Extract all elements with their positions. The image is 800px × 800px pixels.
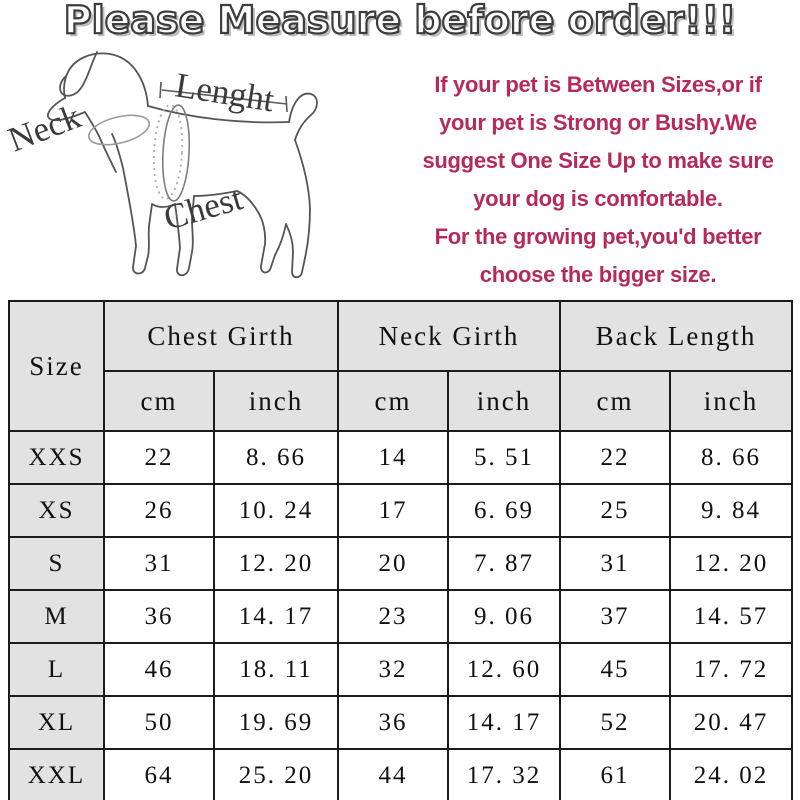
value-cell: 14 bbox=[337, 430, 449, 485]
value-cell: 45 bbox=[559, 642, 671, 697]
back-inch-header: inch bbox=[669, 370, 793, 432]
table-group-header-row: Size Chest Girth Neck Girth Back Length bbox=[8, 300, 793, 432]
value-cell: 22 bbox=[103, 430, 215, 485]
notice-line-4: your dog is comfortable. bbox=[473, 186, 723, 211]
table-row-xxs: XXS 22 8. 66 14 5. 51 22 8. 66 bbox=[8, 430, 793, 485]
value-cell: 10. 24 bbox=[213, 483, 339, 538]
value-cell: 36 bbox=[337, 695, 449, 750]
size-cell: M bbox=[8, 589, 105, 644]
length-label: Lenght bbox=[173, 65, 277, 119]
value-cell: 46 bbox=[103, 642, 215, 697]
dog-diagram-svg: Neck Lenght Chest bbox=[3, 51, 318, 279]
value-cell: 22 bbox=[559, 430, 671, 485]
table-row-xxl: XXL 64 25. 20 44 17. 32 61 24. 02 bbox=[8, 748, 793, 800]
page-title: Please Measure before order!!! bbox=[63, 0, 738, 43]
back-cm-header: cm bbox=[559, 370, 671, 432]
neck-girth-header: Neck Girth bbox=[337, 300, 561, 372]
value-cell: 23 bbox=[337, 589, 449, 644]
value-cell: 25 bbox=[559, 483, 671, 538]
back-length-header: Back Length bbox=[559, 300, 793, 372]
value-cell: 31 bbox=[103, 536, 215, 591]
value-cell: 20 bbox=[337, 536, 449, 591]
dog-hind-leg-far bbox=[236, 190, 287, 274]
table-row-xl: XL 50 19. 69 36 14. 17 52 20. 47 bbox=[8, 695, 793, 750]
chest-cm-header: cm bbox=[103, 370, 215, 432]
value-cell: 20. 47 bbox=[669, 695, 793, 750]
value-cell: 9. 06 bbox=[447, 589, 561, 644]
value-cell: 50 bbox=[103, 695, 215, 750]
value-cell: 64 bbox=[103, 748, 215, 800]
value-cell: 32 bbox=[337, 642, 449, 697]
value-cell: 12. 60 bbox=[447, 642, 561, 697]
size-cell: XXS bbox=[8, 430, 105, 485]
value-cell: 52 bbox=[559, 695, 671, 750]
value-cell: 6. 69 bbox=[447, 483, 561, 538]
value-cell: 7. 87 bbox=[447, 536, 561, 591]
value-cell: 14. 17 bbox=[447, 695, 561, 750]
chest-label: Chest bbox=[159, 178, 247, 238]
size-cell: XS bbox=[8, 483, 105, 538]
length-measure-line bbox=[159, 81, 288, 113]
notice-line-3: suggest One Size Up to make sure bbox=[422, 148, 774, 173]
dog-measurement-diagram: Neck Lenght Chest bbox=[0, 48, 410, 298]
table-row-m: M 36 14. 17 23 9. 06 37 14. 57 bbox=[8, 589, 793, 644]
notice-line-2: your pet is Strong or Bushy.We bbox=[439, 110, 757, 135]
notice-line-1: If your pet is Between Sizes,or if bbox=[434, 72, 762, 97]
value-cell: 8. 66 bbox=[669, 430, 793, 485]
neck-label: Neck bbox=[3, 96, 86, 159]
size-chart-table: Size Chest Girth Neck Girth Back Length … bbox=[8, 300, 793, 800]
neck-inch-header: inch bbox=[447, 370, 561, 432]
value-cell: 24. 02 bbox=[669, 748, 793, 800]
value-cell: 37 bbox=[559, 589, 671, 644]
table-row-l: L 46 18. 11 32 12. 60 45 17. 72 bbox=[8, 642, 793, 697]
value-cell: 25. 20 bbox=[213, 748, 339, 800]
value-cell: 5. 51 bbox=[447, 430, 561, 485]
dog-line-art bbox=[46, 51, 318, 279]
value-cell: 19. 69 bbox=[213, 695, 339, 750]
neck-measure-ring bbox=[87, 114, 151, 146]
value-cell: 9. 84 bbox=[669, 483, 793, 538]
chest-girth-header: Chest Girth bbox=[103, 300, 339, 372]
value-cell: 44 bbox=[337, 748, 449, 800]
notice-line-6: choose the bigger size. bbox=[479, 262, 717, 287]
value-cell: 8. 66 bbox=[213, 430, 339, 485]
notice-line-5: For the growing pet,you'd better bbox=[434, 224, 762, 249]
dog-hind-leg-near bbox=[285, 139, 311, 279]
size-cell: S bbox=[8, 536, 105, 591]
dog-head-outline bbox=[63, 52, 149, 107]
dog-front-leg-near bbox=[174, 195, 195, 277]
neck-cm-header: cm bbox=[337, 370, 449, 432]
dog-belly-line bbox=[193, 190, 238, 197]
chest-inch-header: inch bbox=[213, 370, 339, 432]
size-cell: L bbox=[8, 642, 105, 697]
dog-back-line bbox=[147, 105, 290, 124]
value-cell: 61 bbox=[559, 748, 671, 800]
table-unit-header-row: cm inch cm inch cm inch bbox=[9, 370, 793, 432]
size-cell: XXL bbox=[8, 748, 105, 800]
value-cell: 17 bbox=[337, 483, 449, 538]
dog-front-leg-far bbox=[111, 133, 176, 275]
value-cell: 14. 17 bbox=[213, 589, 339, 644]
value-cell: 17. 72 bbox=[669, 642, 793, 697]
chest-measure-ring-solid bbox=[161, 104, 191, 202]
value-cell: 31 bbox=[559, 536, 671, 591]
table-row-s: S 31 12. 20 20 7. 87 31 12. 20 bbox=[8, 536, 793, 591]
value-cell: 14. 57 bbox=[669, 589, 793, 644]
value-cell: 26 bbox=[103, 483, 215, 538]
value-cell: 12. 20 bbox=[669, 536, 793, 591]
chest-measure-ring-dotted bbox=[152, 104, 184, 200]
value-cell: 36 bbox=[103, 589, 215, 644]
sizing-notice: If your pet is Between Sizes,or if your … bbox=[398, 66, 798, 294]
dog-tail-outline bbox=[288, 92, 318, 141]
dog-ear-outline bbox=[59, 51, 98, 97]
table-row-xs: XS 26 10. 24 17 6. 69 25 9. 84 bbox=[8, 483, 793, 538]
size-cell: XL bbox=[8, 695, 105, 750]
size-column-header: Size bbox=[8, 300, 105, 432]
value-cell: 18. 11 bbox=[213, 642, 339, 697]
dog-muzzle-outline bbox=[46, 97, 117, 173]
value-cell: 17. 32 bbox=[447, 748, 561, 800]
value-cell: 12. 20 bbox=[213, 536, 339, 591]
